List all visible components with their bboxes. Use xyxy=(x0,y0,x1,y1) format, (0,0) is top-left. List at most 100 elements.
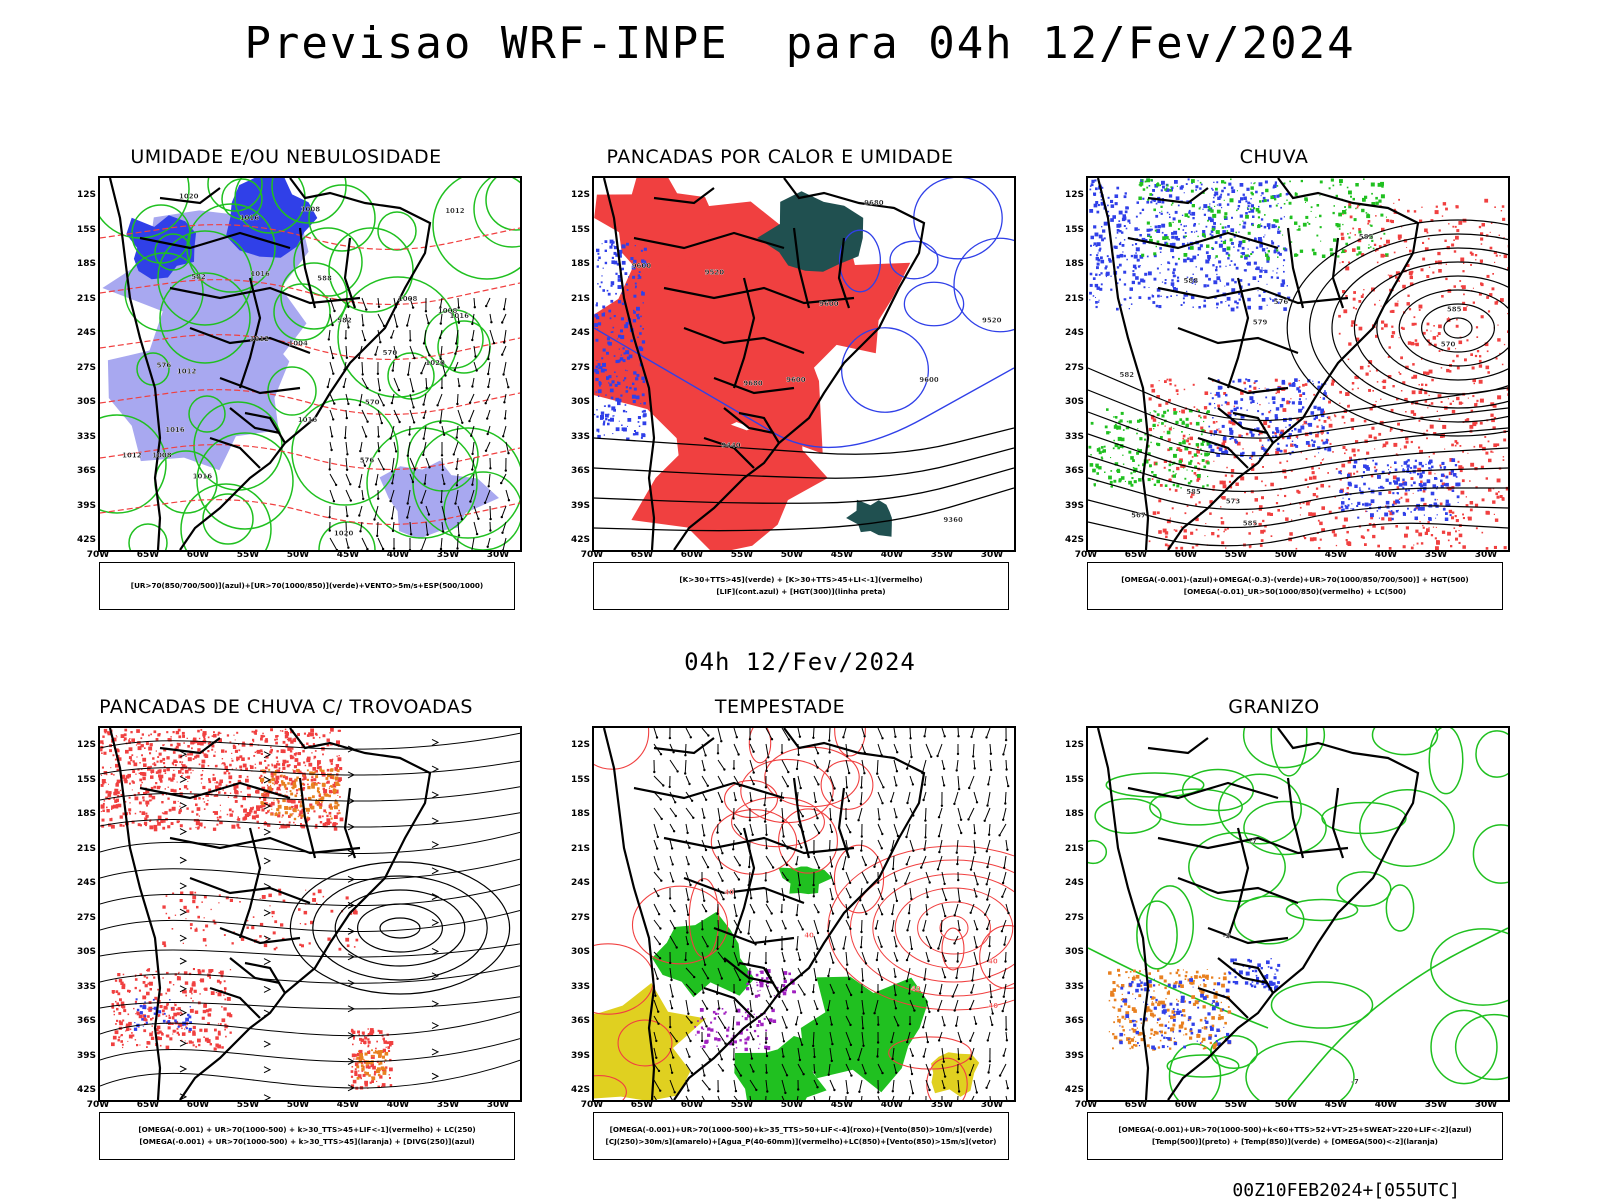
wind-vector-head xyxy=(461,422,463,424)
rain-red-dot xyxy=(1448,398,1449,399)
storm-orange-dot xyxy=(271,809,272,810)
wind-vector-head xyxy=(420,372,422,374)
rain-red-dot xyxy=(1358,228,1361,231)
lat-label: 42S xyxy=(560,535,590,545)
storm-red-dot xyxy=(307,812,309,814)
rain-red-dot xyxy=(1310,537,1314,541)
storm-red-dot xyxy=(199,764,201,766)
rain-red-dot xyxy=(1479,226,1481,228)
omega-blue-dot xyxy=(1220,194,1222,196)
lif-speckle-dot xyxy=(610,418,614,422)
wind-vector-head xyxy=(505,469,507,471)
storm-red-dot xyxy=(116,1002,119,1005)
storm-red-dot xyxy=(312,767,316,771)
storm-red-dot xyxy=(139,779,142,782)
storm-red-dot xyxy=(274,739,276,741)
storm-red-dot xyxy=(264,944,267,947)
rain-red-dot xyxy=(1464,358,1467,361)
storm-red-dot xyxy=(129,802,130,803)
storm-red-dot xyxy=(203,798,205,800)
rain-red-dot xyxy=(1353,454,1356,457)
omega-blue-dot xyxy=(1149,185,1151,187)
storm-red-dot xyxy=(183,943,184,944)
wind-vector-head xyxy=(389,500,391,502)
rain-red-dot xyxy=(1371,504,1372,505)
lif-speckle-dot xyxy=(639,332,642,335)
rain-red-dot xyxy=(1484,199,1488,203)
omega-blue-dot xyxy=(1237,302,1239,304)
omega-green-dot xyxy=(1322,255,1326,259)
omega-green-dot xyxy=(1260,224,1261,225)
wind-vector-head xyxy=(362,324,364,326)
storm-red-dot xyxy=(230,899,233,902)
storm-red-dot xyxy=(102,819,105,822)
rain-red-dot xyxy=(1205,391,1209,395)
rain-red-dot xyxy=(1480,399,1484,403)
rain-red-dot xyxy=(1255,476,1259,480)
rain-red-dot xyxy=(1440,503,1443,506)
omega-blue-dot xyxy=(1122,218,1125,221)
rain-red-dot xyxy=(1415,339,1418,342)
rain-red-dot xyxy=(1497,325,1498,326)
rain-red-dot xyxy=(1460,258,1464,262)
rain-red-dot xyxy=(1218,529,1220,531)
storm-red-dot xyxy=(276,947,278,949)
omega-blue-dot xyxy=(1220,281,1221,282)
storm-red-dot xyxy=(318,815,321,818)
omega-blue-dot xyxy=(1187,243,1188,244)
storm-red-dot xyxy=(286,791,287,792)
wind-vector-head xyxy=(412,406,414,408)
rain-red-dot xyxy=(1362,294,1364,296)
storm-red-dot xyxy=(352,1066,354,1068)
omega-blue-dot xyxy=(1099,300,1100,301)
rain-red-dot xyxy=(1411,342,1415,346)
storm-red-dot xyxy=(129,738,130,739)
storm-red-dot xyxy=(345,938,349,942)
omega-blue-dot xyxy=(1098,252,1099,253)
omega-blue-dot xyxy=(1457,495,1460,498)
storm-orange-dot xyxy=(326,777,329,780)
storm-red-dot xyxy=(123,1009,126,1012)
rain-red-dot xyxy=(1300,507,1302,509)
storm-red-dot xyxy=(264,760,266,762)
omega-blue-dot xyxy=(1289,384,1291,386)
rain-red-dot xyxy=(1221,521,1224,524)
rain-red-dot xyxy=(1437,499,1438,500)
omega-blue-dot xyxy=(1162,282,1163,283)
rain-red-dot xyxy=(1481,315,1484,318)
lif-speckle-dot xyxy=(643,402,646,405)
rain-red-dot xyxy=(1407,295,1409,297)
rain-red-dot xyxy=(1318,520,1320,522)
storm-orange-dot xyxy=(285,794,286,795)
omega-green-dot xyxy=(1156,443,1159,446)
omega-blue-dot xyxy=(1384,513,1388,517)
storm-red-dot xyxy=(137,743,139,745)
storm-red-dot xyxy=(181,1028,183,1030)
storm-red-dot xyxy=(329,759,331,761)
hgt300-label: 9600 xyxy=(632,262,652,270)
storm-red-dot xyxy=(169,809,172,812)
omega-blue-dot xyxy=(1371,499,1375,503)
storm-red-dot xyxy=(221,749,224,752)
omega-blue-dot xyxy=(1265,270,1267,272)
storm-red-dot xyxy=(136,756,137,757)
wind-vector-head xyxy=(487,358,489,360)
hgt300-label: 9520 xyxy=(705,268,725,276)
rain-red-dot xyxy=(1283,510,1285,512)
rain-red-dot xyxy=(1477,350,1479,352)
omega-blue-dot xyxy=(1161,183,1163,185)
omega-blue-dot xyxy=(1130,287,1134,291)
omega-green-dot xyxy=(1333,185,1335,187)
omega-green-dot xyxy=(1094,483,1097,486)
rain-red-dot xyxy=(1426,430,1428,432)
rain-red-dot xyxy=(1490,451,1492,453)
storm-red-dot xyxy=(127,1041,128,1042)
omega-blue-dot xyxy=(1276,407,1279,410)
wind-vector-head xyxy=(453,453,455,455)
divg-blue-dot xyxy=(146,1022,148,1024)
lif-speckle-dot xyxy=(637,317,640,320)
rain-red-dot xyxy=(1480,238,1483,241)
storm-red-dot xyxy=(299,733,300,734)
rain-red-dot xyxy=(1419,521,1420,522)
